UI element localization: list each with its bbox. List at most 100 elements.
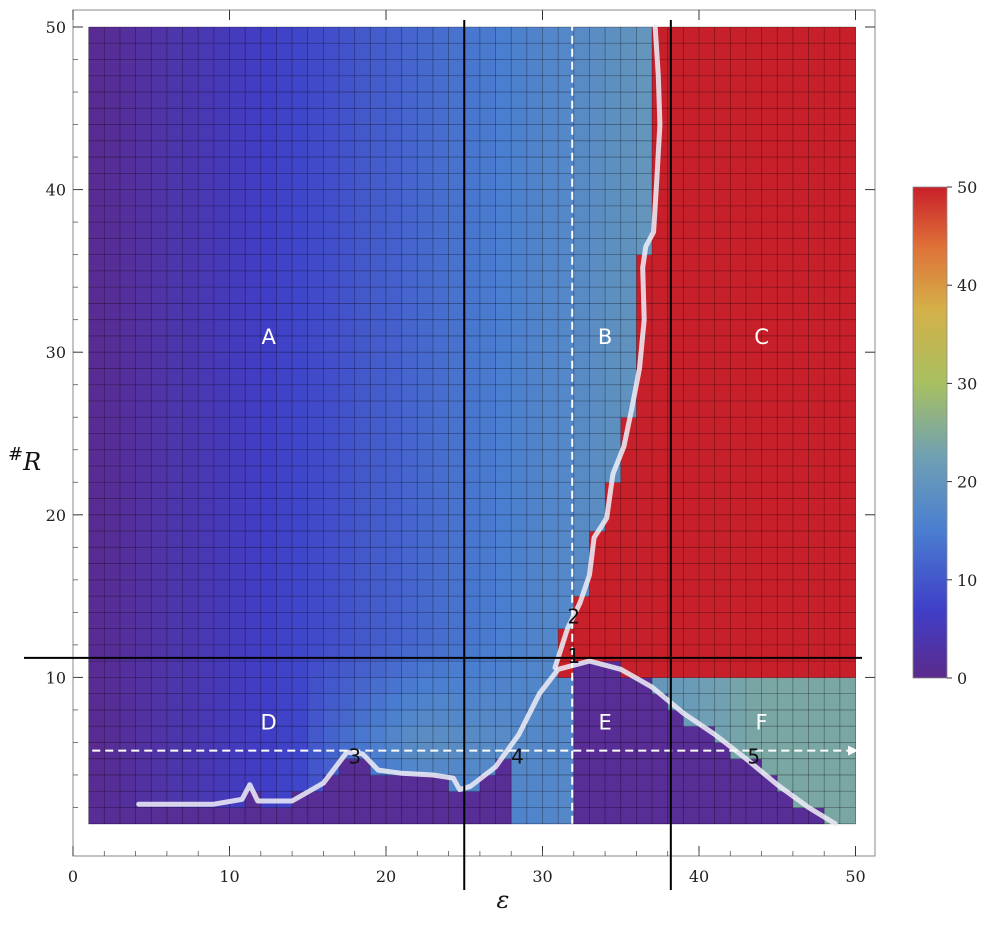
heatmap-cell — [808, 596, 825, 613]
heatmap-cell — [198, 482, 215, 499]
heatmap-cell — [354, 726, 371, 743]
heatmap-cell — [323, 205, 340, 223]
heatmap-cell — [276, 482, 293, 499]
heatmap-cell — [448, 43, 465, 60]
heatmap-cell — [354, 417, 371, 434]
heatmap-cell — [151, 335, 168, 353]
heatmap-cell — [432, 612, 449, 630]
heatmap-cell — [605, 400, 622, 418]
region-label-b: B — [598, 325, 612, 349]
heatmap-cell — [386, 238, 403, 256]
heatmap-cell — [792, 157, 809, 174]
heatmap-cell — [88, 417, 105, 434]
heatmap-cell — [229, 547, 246, 564]
heatmap-cell — [166, 254, 183, 272]
heatmap-cell — [135, 774, 152, 792]
heatmap-cell — [839, 205, 856, 223]
heatmap-cell — [386, 433, 403, 451]
heatmap-cell — [448, 661, 465, 678]
heatmap-cell — [417, 384, 434, 402]
heatmap-cell — [401, 547, 418, 564]
heatmap-cell — [464, 417, 481, 434]
heatmap-cell — [166, 400, 183, 418]
heatmap-cell — [386, 124, 403, 142]
heatmap-cell — [245, 807, 262, 825]
heatmap-cell — [401, 596, 418, 613]
heatmap-cell — [292, 466, 309, 483]
heatmap-cell — [792, 758, 809, 776]
heatmap-cell — [542, 417, 559, 434]
heatmap-cell — [636, 693, 653, 711]
heatmap-cell — [479, 628, 496, 646]
heatmap-cell — [448, 352, 465, 369]
heatmap-cell — [260, 254, 277, 272]
heatmap-cell — [339, 661, 356, 678]
heatmap-cell — [88, 433, 105, 451]
heatmap-cell — [526, 368, 543, 386]
heatmap-cell — [417, 433, 434, 451]
heatmap-cell — [323, 189, 340, 207]
heatmap-cell — [88, 140, 105, 158]
heatmap-cell — [245, 563, 262, 581]
heatmap-cell — [448, 628, 465, 646]
heatmap-cell — [307, 254, 324, 272]
heatmap-cell — [229, 579, 246, 597]
heatmap-cell — [605, 335, 622, 353]
ridge-boundary-curve — [552, 24, 663, 671]
heatmap-cell — [620, 547, 637, 564]
heatmap-cell — [151, 596, 168, 613]
heatmap-cell — [198, 270, 215, 288]
heatmap-cell — [370, 726, 387, 743]
heatmap-cell — [808, 482, 825, 499]
heatmap-cell — [558, 287, 575, 304]
heatmap-cell — [605, 92, 622, 109]
heatmap-cell — [307, 92, 324, 109]
heatmap-cell — [88, 43, 105, 60]
heatmap-cell — [229, 189, 246, 207]
heatmap-cell — [808, 742, 825, 760]
heatmap-cell — [88, 514, 105, 532]
heatmap-cell — [730, 579, 747, 597]
heatmap-cell — [620, 514, 637, 532]
heatmap-cell — [495, 726, 512, 743]
heatmap-cell — [245, 644, 262, 662]
heatmap-cell — [464, 27, 481, 44]
heatmap-cell — [824, 693, 841, 711]
heatmap-cell — [292, 92, 309, 109]
heatmap-cell — [730, 92, 747, 109]
heatmap-cell — [417, 531, 434, 548]
heatmap-cell — [479, 43, 496, 60]
heatmap-cell — [166, 531, 183, 548]
heatmap-cell — [307, 205, 324, 223]
heatmap-cell — [777, 140, 794, 158]
heatmap-cell — [292, 222, 309, 239]
heatmap-cell — [166, 514, 183, 532]
heatmap-cell — [135, 352, 152, 369]
heatmap-cell — [417, 709, 434, 727]
heatmap-cell — [714, 108, 731, 125]
heatmap-cell — [761, 758, 778, 776]
heatmap-cell — [323, 352, 340, 369]
heatmap-cell — [526, 157, 543, 174]
heatmap-cell — [808, 238, 825, 256]
heatmap-cell — [605, 303, 622, 321]
heatmap-cell — [808, 726, 825, 743]
heatmap-cell — [808, 644, 825, 662]
heatmap-cell — [151, 661, 168, 678]
heatmap-cell — [354, 596, 371, 613]
heatmap-cell — [714, 75, 731, 93]
heatmap-cell — [464, 758, 481, 776]
heatmap-cell — [354, 238, 371, 256]
heatmap-cell — [88, 579, 105, 597]
heatmap-cell — [479, 173, 496, 190]
heatmap-cell — [699, 579, 716, 597]
heatmap-cell — [135, 466, 152, 483]
heatmap-cell — [166, 43, 183, 60]
heatmap-cell — [652, 758, 669, 776]
heatmap-cell — [542, 108, 559, 125]
heatmap-cell — [839, 709, 856, 727]
heatmap-cell — [245, 43, 262, 60]
heatmap-cell — [699, 417, 716, 434]
heatmap-cell — [370, 43, 387, 60]
heatmap-cell — [636, 579, 653, 597]
